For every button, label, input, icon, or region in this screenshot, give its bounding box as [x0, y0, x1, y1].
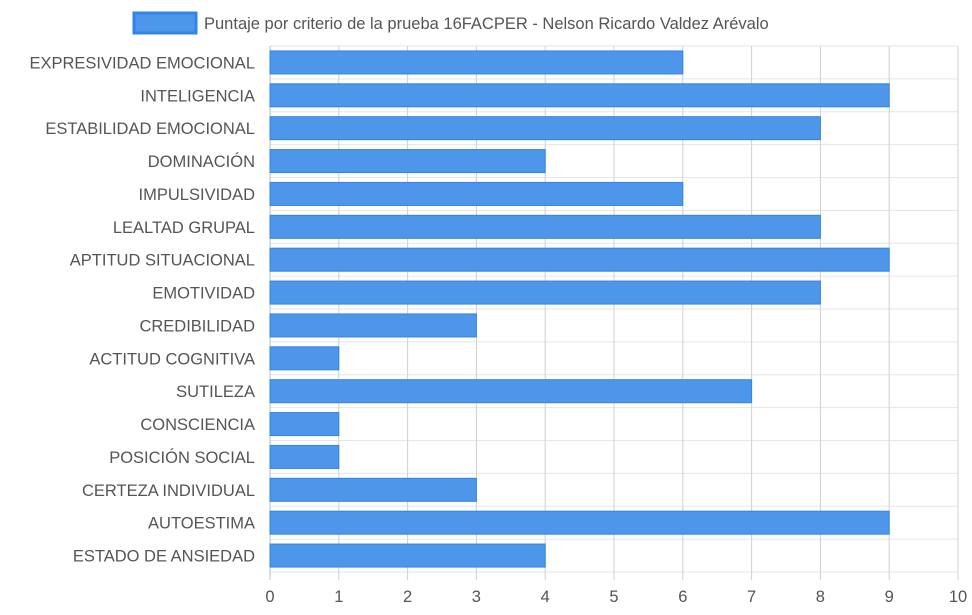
bar[interactable] — [269, 477, 477, 502]
category-label: SUTILEZA — [176, 383, 255, 401]
x-tick-label: 4 — [541, 588, 550, 606]
category-label: AUTOESTIMA — [148, 515, 255, 533]
x-tick-labels: 0 1 2 3 4 5 6 7 8 9 10 — [265, 588, 967, 606]
legend-swatch — [132, 11, 198, 35]
category-label: IMPULSIVIDAD — [139, 186, 256, 204]
bar[interactable] — [269, 313, 477, 338]
x-tick-label: 3 — [472, 588, 481, 606]
bar[interactable] — [269, 412, 340, 437]
category-label: EXPRESIVIDAD EMOCIONAL — [29, 54, 255, 72]
category-label: ESTADO DE ANSIEDAD — [73, 548, 255, 566]
legend-label: Puntaje por criterio de la prueba 16FACP… — [204, 15, 769, 33]
category-label: LEALTAD GRUPAL — [113, 219, 255, 237]
bar[interactable] — [269, 379, 753, 404]
x-tick-label: 10 — [949, 588, 967, 606]
bar[interactable] — [269, 247, 890, 272]
grid-lines — [269, 45, 959, 580]
x-tick-label: 9 — [885, 588, 894, 606]
bar[interactable] — [269, 346, 340, 371]
bar[interactable] — [269, 116, 821, 141]
bar[interactable] — [269, 214, 821, 239]
bar[interactable] — [269, 181, 684, 206]
category-label: EMOTIVIDAD — [152, 285, 255, 303]
category-label: DOMINACIÓN — [148, 152, 255, 171]
category-labels: EXPRESIVIDAD EMOCIONAL INTELIGENCIA ESTABI… — [29, 54, 255, 565]
category-label: CREDIBILIDAD — [139, 317, 255, 335]
bar[interactable] — [269, 280, 821, 305]
x-tick-label: 2 — [403, 588, 412, 606]
category-label: CERTEZA INDIVIDUAL — [82, 482, 255, 500]
category-label: INTELIGENCIA — [140, 87, 255, 105]
x-tick-label: 1 — [334, 588, 343, 606]
x-tick-label: 0 — [265, 588, 274, 606]
bar[interactable] — [269, 444, 340, 469]
category-label: APTITUD SITUACIONAL — [70, 252, 255, 270]
bar[interactable] — [269, 543, 546, 568]
bar[interactable] — [269, 50, 684, 75]
bar[interactable] — [269, 83, 890, 108]
bar[interactable] — [269, 510, 890, 535]
x-tick-label: 5 — [609, 588, 618, 606]
category-label: POSICIÓN SOCIAL — [109, 448, 255, 467]
legend[interactable]: Puntaje por criterio de la prueba 16FACP… — [132, 11, 769, 35]
x-tick-label: 8 — [816, 588, 825, 606]
bars — [269, 50, 890, 568]
category-label: ACTITUD COGNITIVA — [89, 350, 255, 368]
x-tick-label: 6 — [678, 588, 687, 606]
category-label: CONSCIENCIA — [140, 416, 255, 434]
bar[interactable] — [269, 149, 546, 174]
x-tick-label: 7 — [747, 588, 756, 606]
category-label: ESTABILIDAD EMOCIONAL — [45, 120, 255, 138]
